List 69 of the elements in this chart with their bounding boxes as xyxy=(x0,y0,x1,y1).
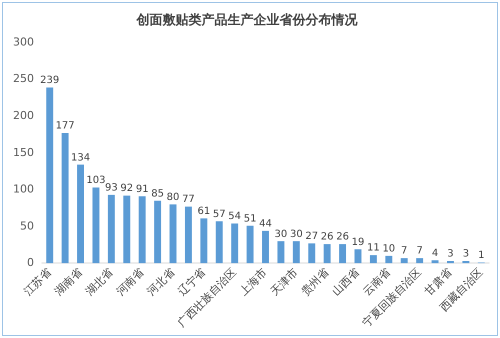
bar xyxy=(184,206,192,264)
x-tick-label: 天津市 xyxy=(268,266,300,298)
data-label: 27 xyxy=(305,230,318,242)
bar xyxy=(246,226,254,264)
data-label: 80 xyxy=(166,192,180,203)
data-label: 134 xyxy=(70,152,90,164)
chart-title: 创面敷贴类产品生产企业省份分布情况 xyxy=(136,12,358,28)
data-label: 4 xyxy=(432,248,438,259)
data-label: 7 xyxy=(416,246,423,257)
data-label: 177 xyxy=(56,120,75,132)
data-label: 44 xyxy=(259,218,272,230)
data-label: 103 xyxy=(86,175,106,186)
data-label: 91 xyxy=(136,184,149,195)
data-label: 57 xyxy=(212,208,226,220)
data-label: 3 xyxy=(447,248,454,260)
data-label: 92 xyxy=(120,183,134,194)
data-label: 10 xyxy=(382,243,396,254)
data-label: 93 xyxy=(104,182,118,194)
bar xyxy=(416,258,424,264)
data-label: 54 xyxy=(228,211,242,222)
bar xyxy=(92,187,100,264)
bar xyxy=(324,244,331,264)
bar xyxy=(385,256,392,264)
bar xyxy=(154,200,162,264)
x-tick-label: 河北省 xyxy=(144,266,178,298)
bar xyxy=(308,243,316,264)
data-label: 30 xyxy=(290,228,303,240)
x-tick-label: 上海市 xyxy=(237,266,270,298)
y-tick-label: 300 xyxy=(12,35,34,48)
x-tick-label: 贵州省 xyxy=(298,266,332,298)
bar xyxy=(123,196,130,264)
data-label: 3 xyxy=(462,248,470,260)
bar xyxy=(170,204,176,264)
y-tick-label: 50 xyxy=(20,219,34,232)
bar xyxy=(231,224,238,264)
data-label: 61 xyxy=(197,206,210,217)
data-label: 7 xyxy=(401,246,408,257)
y-tick-label: 200 xyxy=(12,109,34,122)
x-tick-label: 山西省 xyxy=(330,266,362,298)
data-label: 30 xyxy=(274,228,288,240)
bar xyxy=(262,230,269,264)
bar xyxy=(354,249,362,264)
bar xyxy=(108,194,115,264)
bar xyxy=(62,133,69,264)
data-label: 11 xyxy=(367,242,380,254)
data-label: 19 xyxy=(352,236,364,248)
bar xyxy=(77,164,84,264)
y-tick-label: 100 xyxy=(12,182,34,196)
bar xyxy=(200,218,208,264)
data-label: 1 xyxy=(478,250,484,262)
data-label: 239 xyxy=(40,75,60,86)
bar xyxy=(138,196,146,264)
bar xyxy=(46,87,54,264)
data-label: 85 xyxy=(151,188,164,200)
bar xyxy=(292,241,300,264)
bar xyxy=(216,221,223,264)
x-tick-label: 湖北省 xyxy=(82,266,116,298)
data-label: 26 xyxy=(336,232,349,243)
bar xyxy=(277,241,284,264)
bar xyxy=(400,258,408,264)
data-label: 77 xyxy=(182,194,195,206)
x-tick-label: 河南省 xyxy=(114,266,146,298)
y-tick-label: 250 xyxy=(12,72,34,86)
x-tick-label: 湖南省 xyxy=(52,266,85,298)
data-label: 51 xyxy=(244,213,256,224)
bar xyxy=(370,255,377,264)
bar xyxy=(339,244,346,264)
data-label: 26 xyxy=(320,232,334,243)
y-tick-label: 150 xyxy=(12,146,34,159)
